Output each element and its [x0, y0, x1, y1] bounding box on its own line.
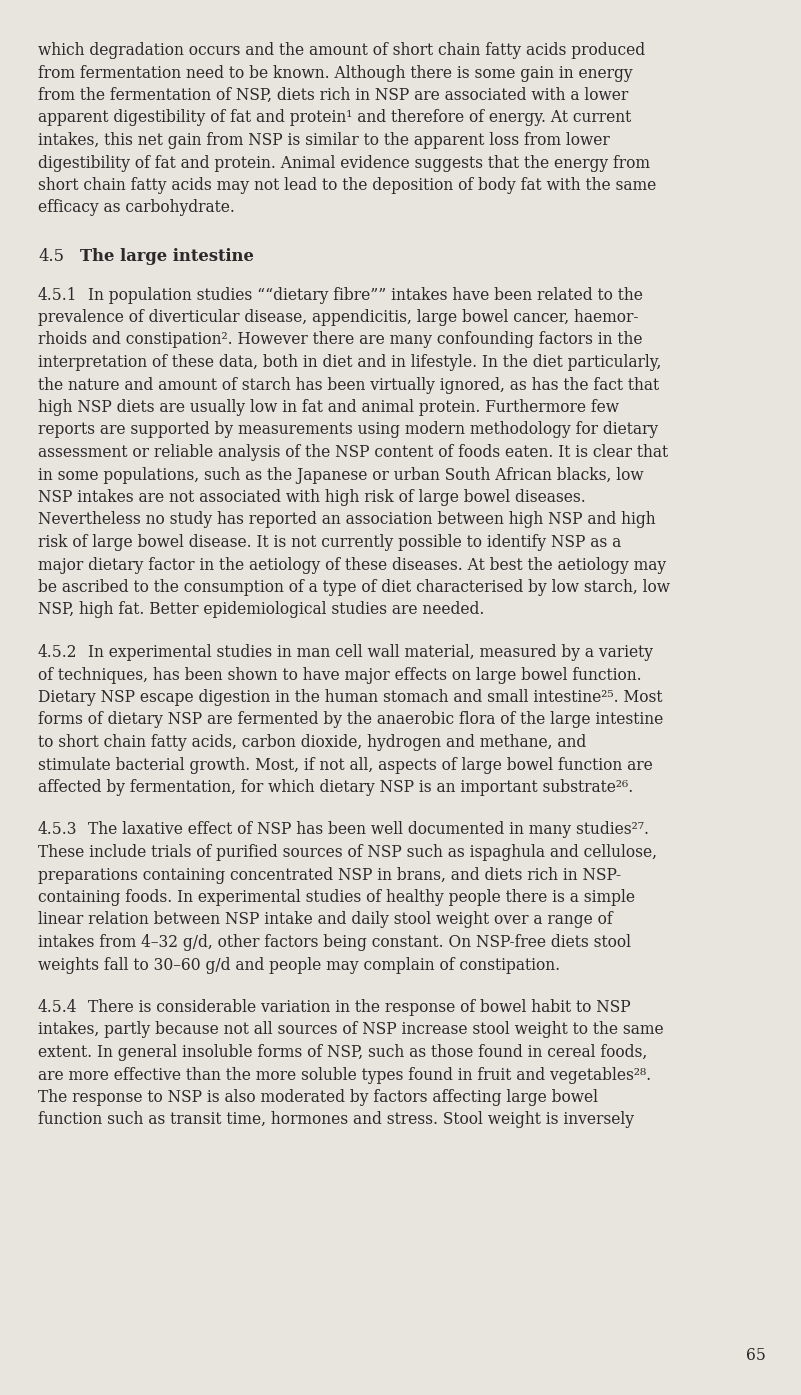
- Text: 4.5.4: 4.5.4: [38, 999, 78, 1016]
- Text: intakes, partly because not all sources of NSP increase stool weight to the same: intakes, partly because not all sources …: [38, 1021, 663, 1038]
- Text: interpretation of these data, both in diet and in lifestyle. In the diet particu: interpretation of these data, both in di…: [38, 354, 662, 371]
- Text: intakes from 4–32 g/d, other factors being constant. On NSP-free diets stool: intakes from 4–32 g/d, other factors bei…: [38, 935, 631, 951]
- Text: There is considerable variation in the response of bowel habit to NSP: There is considerable variation in the r…: [88, 999, 630, 1016]
- Text: forms of dietary NSP are fermented by the anaerobic flora of the large intestine: forms of dietary NSP are fermented by th…: [38, 711, 663, 728]
- Text: NSP, high fat. Better epidemiological studies are needed.: NSP, high fat. Better epidemiological st…: [38, 601, 485, 618]
- Text: extent. In general insoluble forms of NSP, such as those found in cereal foods,: extent. In general insoluble forms of NS…: [38, 1043, 647, 1062]
- Text: of techniques, has been shown to have major effects on large bowel function.: of techniques, has been shown to have ma…: [38, 667, 642, 684]
- Text: from fermentation need to be known. Although there is some gain in energy: from fermentation need to be known. Alth…: [38, 64, 633, 81]
- Text: affected by fermentation, for which dietary NSP is an important substrate²⁶.: affected by fermentation, for which diet…: [38, 778, 634, 797]
- Text: 4.5.2: 4.5.2: [38, 644, 78, 661]
- Text: The laxative effect of NSP has been well documented in many studies²⁷.: The laxative effect of NSP has been well…: [88, 822, 649, 838]
- Text: In experimental studies in man cell wall material, measured by a variety: In experimental studies in man cell wall…: [88, 644, 653, 661]
- Text: assessment or reliable analysis of the NSP content of foods eaten. It is clear t: assessment or reliable analysis of the N…: [38, 444, 668, 460]
- Text: In population studies ““dietary fibre”” intakes have been related to the: In population studies ““dietary fibre”” …: [88, 286, 643, 304]
- Text: risk of large bowel disease. It is not currently possible to identify NSP as a: risk of large bowel disease. It is not c…: [38, 534, 622, 551]
- Text: from the fermentation of NSP, diets rich in NSP are associated with a lower: from the fermentation of NSP, diets rich…: [38, 86, 628, 105]
- Text: linear relation between NSP intake and daily stool weight over a range of: linear relation between NSP intake and d…: [38, 911, 613, 929]
- Text: Dietary NSP escape digestion in the human stomach and small intestine²⁵. Most: Dietary NSP escape digestion in the huma…: [38, 689, 662, 706]
- Text: apparent digestibility of fat and protein¹ and therefore of energy. At current: apparent digestibility of fat and protei…: [38, 109, 631, 127]
- Text: efficacy as carbohydrate.: efficacy as carbohydrate.: [38, 199, 235, 216]
- Text: preparations containing concentrated NSP in brans, and diets rich in NSP-: preparations containing concentrated NSP…: [38, 866, 621, 883]
- Text: function such as transit time, hormones and stress. Stool weight is inversely: function such as transit time, hormones …: [38, 1112, 634, 1129]
- Text: reports are supported by measurements using modern methodology for dietary: reports are supported by measurements us…: [38, 421, 658, 438]
- Text: The large intestine: The large intestine: [80, 248, 254, 265]
- Text: short chain fatty acids may not lead to the deposition of body fat with the same: short chain fatty acids may not lead to …: [38, 177, 656, 194]
- Text: digestibility of fat and protein. Animal evidence suggests that the energy from: digestibility of fat and protein. Animal…: [38, 155, 650, 172]
- Text: 65: 65: [746, 1348, 766, 1364]
- Text: Nevertheless no study has reported an association between high NSP and high: Nevertheless no study has reported an as…: [38, 512, 656, 529]
- Text: 4.5.1: 4.5.1: [38, 286, 78, 304]
- Text: containing foods. In experimental studies of healthy people there is a simple: containing foods. In experimental studie…: [38, 889, 635, 905]
- Text: weights fall to 30–60 g/d and people may complain of constipation.: weights fall to 30–60 g/d and people may…: [38, 957, 560, 974]
- Text: which degradation occurs and the amount of short chain fatty acids produced: which degradation occurs and the amount …: [38, 42, 645, 59]
- Text: The response to NSP is also moderated by factors affecting large bowel: The response to NSP is also moderated by…: [38, 1089, 598, 1106]
- Text: prevalence of diverticular disease, appendicitis, large bowel cancer, haemor-: prevalence of diverticular disease, appe…: [38, 310, 638, 326]
- Text: intakes, this net gain from NSP is similar to the apparent loss from lower: intakes, this net gain from NSP is simil…: [38, 133, 610, 149]
- Text: be ascribed to the consumption of a type of diet characterised by low starch, lo: be ascribed to the consumption of a type…: [38, 579, 670, 596]
- Text: the nature and amount of starch has been virtually ignored, as has the fact that: the nature and amount of starch has been…: [38, 377, 659, 393]
- Text: 4.5.3: 4.5.3: [38, 822, 78, 838]
- Text: stimulate bacterial growth. Most, if not all, aspects of large bowel function ar: stimulate bacterial growth. Most, if not…: [38, 756, 653, 773]
- Text: to short chain fatty acids, carbon dioxide, hydrogen and methane, and: to short chain fatty acids, carbon dioxi…: [38, 734, 586, 751]
- Text: are more effective than the more soluble types found in fruit and vegetables²⁸.: are more effective than the more soluble…: [38, 1067, 651, 1084]
- Text: 4.5: 4.5: [38, 248, 64, 265]
- Text: rhoids and constipation². However there are many confounding factors in the: rhoids and constipation². However there …: [38, 332, 642, 349]
- Text: NSP intakes are not associated with high risk of large bowel diseases.: NSP intakes are not associated with high…: [38, 490, 586, 506]
- Text: major dietary factor in the aetiology of these diseases. At best the aetiology m: major dietary factor in the aetiology of…: [38, 557, 666, 573]
- Text: These include trials of purified sources of NSP such as ispaghula and cellulose,: These include trials of purified sources…: [38, 844, 657, 861]
- Text: in some populations, such as the Japanese or urban South African blacks, low: in some populations, such as the Japanes…: [38, 466, 644, 484]
- Text: high NSP diets are usually low in fat and animal protein. Furthermore few: high NSP diets are usually low in fat an…: [38, 399, 619, 416]
